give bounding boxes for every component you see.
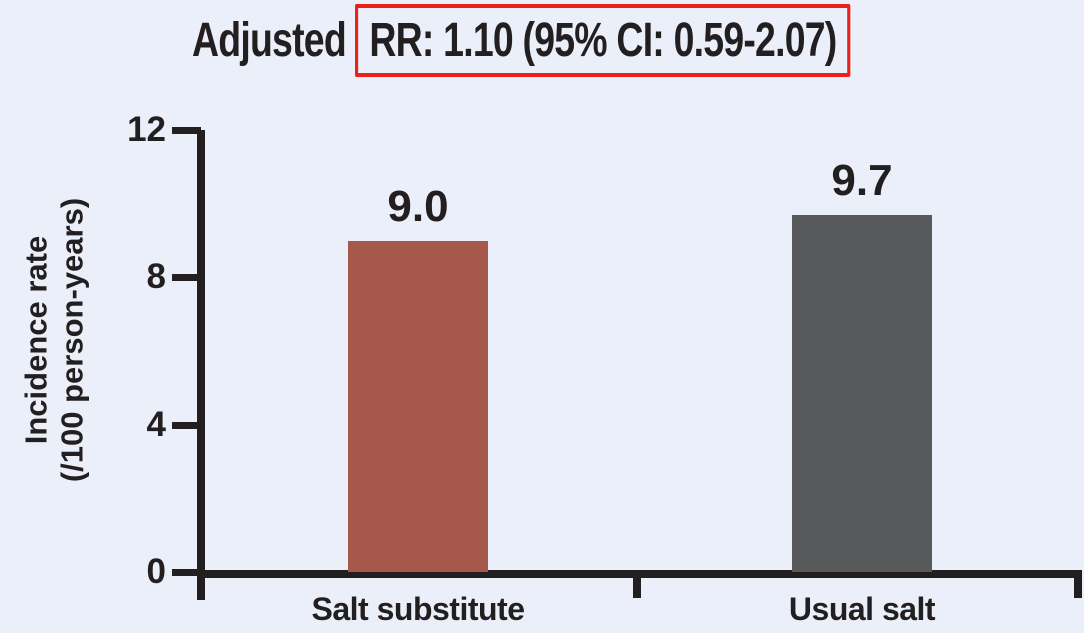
y-axis-tick-label: 8 bbox=[146, 257, 166, 297]
y-axis-tick-label: 4 bbox=[146, 404, 166, 444]
y-axis-tick bbox=[172, 127, 201, 134]
y-axis-tick-label: 12 bbox=[127, 110, 166, 149]
y-axis-tick bbox=[172, 274, 201, 282]
highlight-box: RR: 1.10 (95% CI: 0.59-2.07) bbox=[355, 4, 851, 77]
bar-value-label: 9.0 bbox=[387, 181, 449, 231]
y-axis-tick bbox=[172, 421, 201, 429]
bar-salt-substitute bbox=[348, 240, 488, 572]
chart-title-prefix: Adjusted bbox=[192, 14, 347, 67]
y-axis-tick bbox=[172, 569, 201, 576]
y-axis-line bbox=[197, 130, 205, 600]
bar-value-label: 9.7 bbox=[831, 155, 893, 205]
chart-title-highlighted: RR: 1.10 (95% CI: 0.59-2.07) bbox=[369, 14, 837, 67]
chart-title: Adjusted RR: 1.10 (95% CI: 0.59-2.07) bbox=[192, 4, 851, 77]
y-axis-tick-label: 0 bbox=[146, 552, 166, 591]
x-category-label: Salt substitute bbox=[311, 591, 525, 627]
x-axis-tick bbox=[633, 570, 641, 598]
x-axis-tick bbox=[1074, 570, 1082, 598]
x-category-label: Usual salt bbox=[788, 591, 936, 627]
bar-usual-salt bbox=[792, 214, 932, 572]
x-axis-tick bbox=[197, 570, 205, 598]
